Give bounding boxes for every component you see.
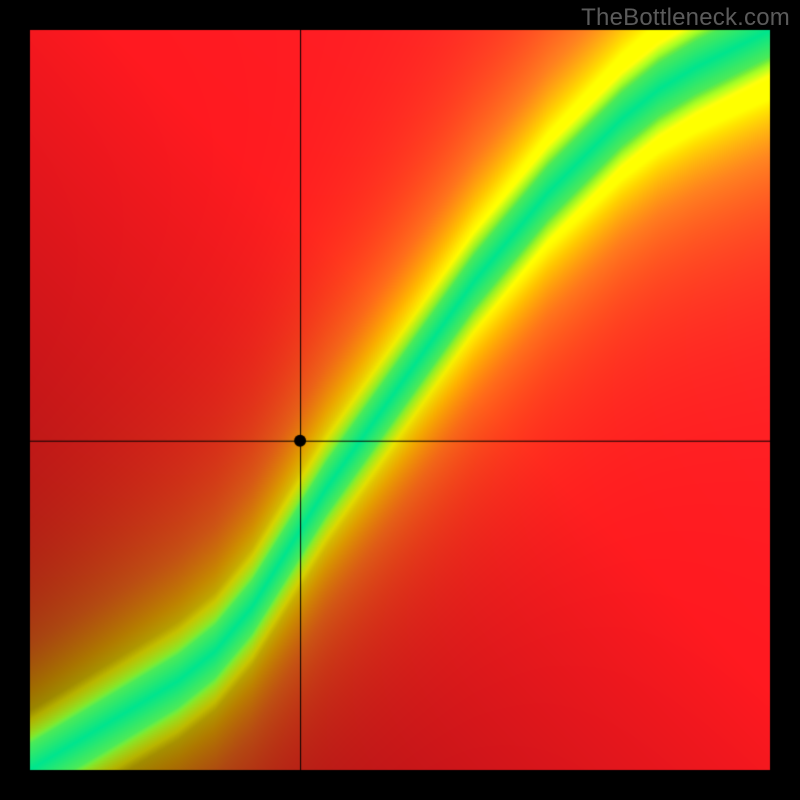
bottleneck-chart: TheBottleneck.com [0, 0, 800, 800]
heatmap-canvas [0, 0, 800, 800]
watermark-text: TheBottleneck.com [581, 4, 790, 32]
